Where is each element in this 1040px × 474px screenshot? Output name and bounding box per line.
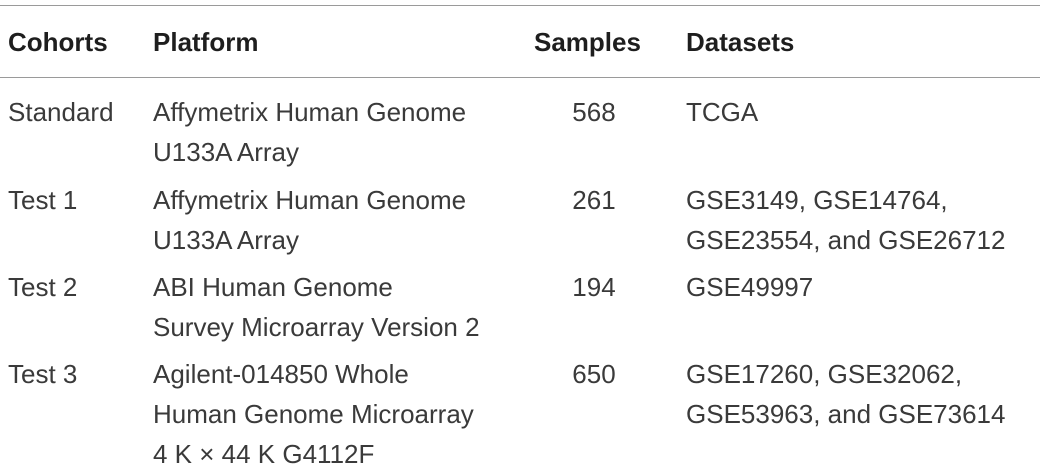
platform-cell: Affymetrix Human Genome U133A Array: [153, 92, 466, 172]
cohort-cell: Test 2: [8, 272, 78, 302]
cohort-cell: Standard: [8, 97, 114, 127]
cell-line: Survey Microarray Version 2: [153, 312, 480, 342]
cohort-cell: Test 1: [8, 185, 78, 215]
cohort-cell: Test 3: [8, 359, 78, 389]
cell-line: U133A Array: [153, 137, 299, 167]
header-cell: Samples: [534, 27, 641, 57]
cell-line: Human Genome Microarray: [153, 399, 474, 429]
samples-cell: 194: [572, 272, 616, 302]
cell-line: U133A Array: [153, 225, 299, 255]
cell-line: GSE17260, GSE32062,: [686, 359, 963, 389]
cell-line: GSE3149, GSE14764,: [686, 185, 948, 215]
cell-line: 4 K × 44 K G4112F: [153, 439, 375, 469]
platform-cell: Agilent-014850 Whole Human Genome Microar…: [153, 354, 474, 474]
datasets-cell: GSE17260, GSE32062, GSE53963, and GSE7361…: [686, 354, 1005, 434]
header-cell: Platform: [153, 27, 259, 57]
cell-line: ABI Human Genome: [153, 272, 393, 302]
platform-cell: ABI Human Genome Survey Microarray Versio…: [153, 267, 480, 347]
cell-line: TCGA: [686, 97, 759, 127]
datasets-cell: GSE3149, GSE14764, GSE23554, and GSE26712: [686, 180, 1005, 260]
cell-line: Affymetrix Human Genome: [153, 185, 467, 215]
cell-line: Agilent-014850 Whole: [153, 359, 409, 389]
datasets-cell: GSE49997: [686, 267, 813, 307]
cell-line: GSE53963, and GSE73614: [686, 399, 1006, 429]
cell-line: Affymetrix Human Genome: [153, 97, 467, 127]
cell-line: GSE49997: [686, 272, 814, 302]
header-cell: Cohorts: [8, 27, 108, 57]
cell-line: GSE23554, and GSE26712: [686, 225, 1006, 255]
top-rule: [0, 5, 1040, 6]
datasets-cell: TCGA: [686, 92, 758, 132]
header-cell: Datasets: [686, 27, 795, 57]
samples-cell: 261: [572, 185, 616, 215]
header-rule: [0, 77, 1040, 78]
samples-cell: 650: [572, 359, 616, 389]
samples-cell: 568: [572, 97, 616, 127]
platform-cell: Affymetrix Human Genome U133A Array: [153, 180, 466, 260]
